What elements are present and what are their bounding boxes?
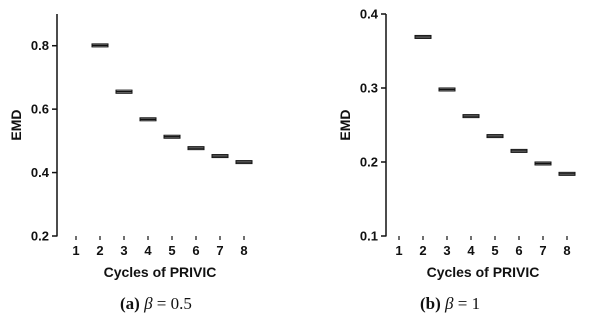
y-tick-label: 0.1 (360, 229, 378, 244)
caption-a-label: (a) (120, 294, 140, 313)
x-tick-label: 4 (467, 243, 475, 258)
x-tick-label: 5 (491, 243, 498, 258)
x-tick-label: 4 (144, 243, 152, 258)
x-tick-label: 1 (72, 243, 79, 258)
y-tick-label: 0.8 (31, 38, 49, 53)
y-tick-label: 0.3 (360, 81, 378, 96)
x-tick-label: 2 (96, 243, 103, 258)
chart-a: 0.2 0.4 0.6 0.8 EMD 1 2 3 4 5 6 7 8 Cycles of PRIVIC (8, 14, 253, 280)
x-tick-label: 6 (192, 243, 199, 258)
caption-b-beta: β (445, 294, 454, 313)
caption-b: (b) β = 1 (420, 294, 480, 314)
x-tick-label: 5 (168, 243, 175, 258)
caption-a-beta: β (144, 294, 153, 313)
x-tick-label: 3 (120, 243, 127, 258)
x-tick-label: 1 (395, 243, 402, 258)
chart-panel-a: 0.2 0.4 0.6 0.8 EMD 1 2 3 4 5 6 7 8 Cycles of PRIVIC (0, 0, 300, 326)
y-axis-title: EMD (8, 109, 24, 140)
chart-panel-b: 0.1 0.2 0.3 0.4 EMD 1 2 3 4 5 6 7 8 Cycles of PRIVIC (300, 0, 601, 326)
x-tick-label: 8 (240, 243, 247, 258)
y-axis-title: EMD (337, 109, 353, 140)
x-axis-title: Cycles of PRIVIC (104, 264, 217, 280)
x-axis-title: Cycles of PRIVIC (427, 264, 540, 280)
x-tick-label: 8 (563, 243, 570, 258)
caption-b-label: (b) (420, 294, 441, 313)
caption-a: (a) β = 0.5 (120, 294, 192, 314)
y-tick-label: 0.6 (31, 102, 49, 117)
chart-b: 0.1 0.2 0.3 0.4 EMD 1 2 3 4 5 6 7 8 Cycles of PRIVIC (337, 7, 576, 280)
x-tick-label: 2 (419, 243, 426, 258)
y-tick-label: 0.4 (31, 165, 50, 180)
caption-a-value: = 0.5 (152, 294, 192, 313)
x-tick-label: 6 (515, 243, 522, 258)
x-tick-label: 3 (443, 243, 450, 258)
x-tick-label: 7 (216, 243, 223, 258)
caption-b-value: = 1 (453, 294, 481, 313)
y-tick-label: 0.2 (360, 155, 378, 170)
x-tick-label: 7 (539, 243, 546, 258)
y-tick-label: 0.2 (31, 229, 49, 244)
y-tick-label: 0.4 (360, 7, 379, 22)
